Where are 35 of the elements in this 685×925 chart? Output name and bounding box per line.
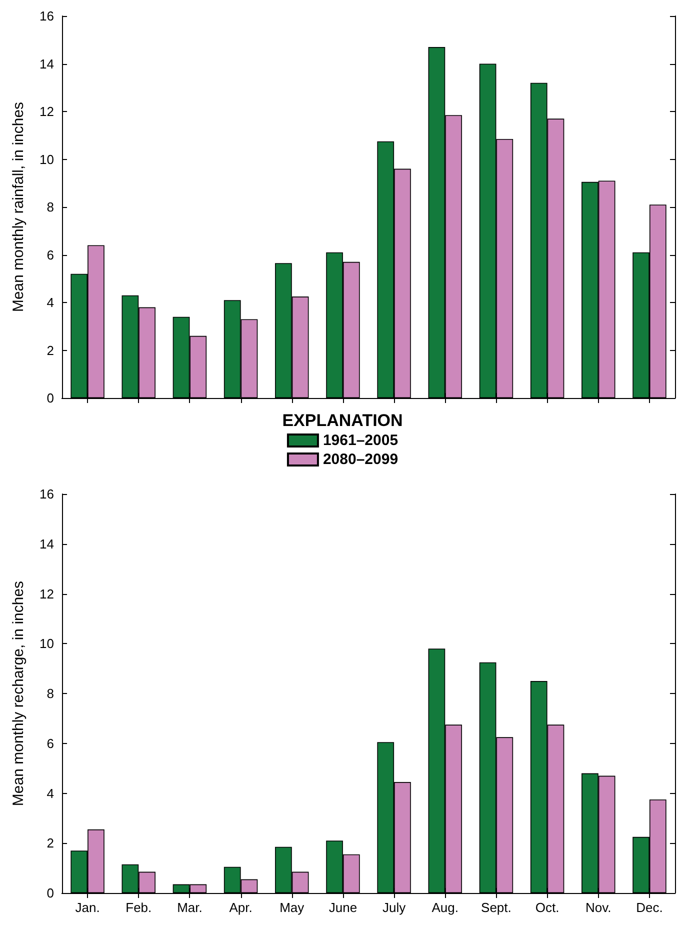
y-tick-label: 10 — [40, 636, 54, 652]
x-tick-label: Feb. — [126, 900, 152, 915]
x-tick-label: Mar. — [177, 900, 202, 915]
y-tick-label: 8 — [46, 686, 54, 701]
y-tick-label: 16 — [40, 486, 54, 502]
y-tick-label: 2 — [46, 836, 54, 851]
y-axis-title: Mean monthly recharge, in inches — [10, 580, 27, 806]
x-tick-label: Aug. — [432, 900, 458, 915]
y-axis-title: Mean monthly rainfall, in inches — [10, 102, 27, 312]
x-tick-label: Sept. — [481, 900, 512, 915]
y-tick-label: 10 — [40, 152, 54, 167]
y-tick-label: 14 — [40, 56, 54, 72]
x-tick-label: Nov. — [585, 900, 612, 915]
x-tick-label: Jan. — [75, 900, 100, 915]
x-tick-label: Oct. — [535, 900, 560, 915]
y-tick-label: 0 — [46, 390, 54, 406]
y-tick-label: 14 — [40, 536, 54, 552]
legend-label: 1961–2005 — [322, 432, 398, 449]
x-tick-label: May — [280, 900, 305, 915]
x-tick-label: July — [382, 900, 406, 915]
y-tick-label: 16 — [40, 8, 54, 24]
y-tick-label: 12 — [40, 586, 54, 602]
y-tick-label: 12 — [40, 104, 54, 119]
y-tick-label: 6 — [46, 247, 54, 262]
y-tick-label: 0 — [46, 886, 54, 900]
x-tick-label: Apr. — [229, 900, 252, 915]
legend-label: 2080–2099 — [322, 451, 398, 468]
x-tick-label: Dec. — [636, 900, 663, 915]
x-tick-label: June — [328, 900, 358, 915]
legend-title: EXPLANATION — [282, 411, 403, 430]
y-tick-label: 6 — [46, 736, 54, 751]
y-tick-label: 4 — [46, 786, 54, 801]
y-tick-label: 8 — [46, 200, 54, 214]
y-tick-label: 4 — [46, 295, 54, 310]
y-tick-label: 2 — [46, 342, 54, 358]
